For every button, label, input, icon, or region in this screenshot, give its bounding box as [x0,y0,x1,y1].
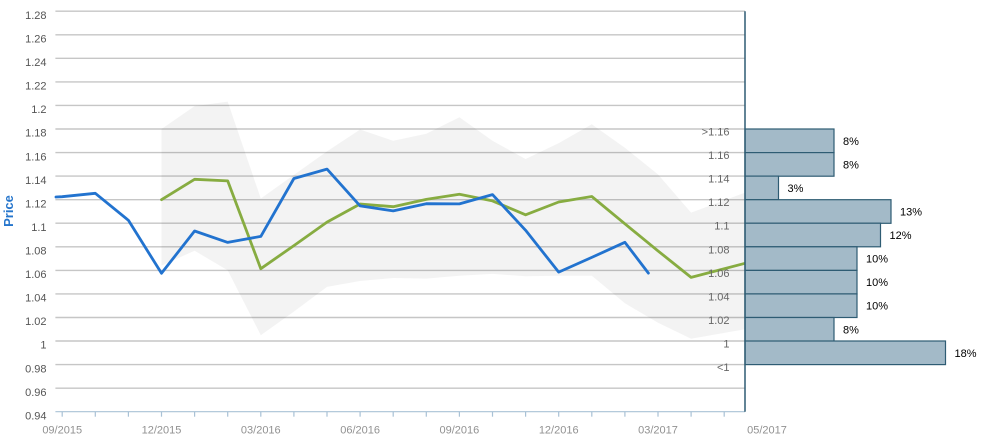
svg-text:1.08: 1.08 [708,244,729,256]
svg-text:10%: 10% [866,254,888,266]
svg-text:0.98: 0.98 [25,363,46,375]
svg-text:1.1: 1.1 [714,221,729,233]
svg-text:1.04: 1.04 [25,293,46,305]
svg-text:1.06: 1.06 [25,269,46,281]
svg-text:1.18: 1.18 [25,128,46,140]
svg-text:1.02: 1.02 [25,316,46,328]
svg-text:12/2016: 12/2016 [539,425,579,437]
svg-text:12/2015: 12/2015 [142,425,182,437]
svg-text:10%: 10% [866,277,888,289]
svg-text:1.22: 1.22 [25,81,46,93]
svg-text:1: 1 [40,340,46,352]
svg-text:13%: 13% [900,207,922,219]
svg-text:Price: Price [1,195,16,227]
svg-text:8%: 8% [843,136,859,148]
svg-text:09/2015: 09/2015 [42,425,82,437]
svg-text:1.14: 1.14 [708,174,729,186]
svg-text:1.16: 1.16 [25,151,46,163]
svg-text:1: 1 [723,339,729,351]
svg-text:18%: 18% [955,348,977,360]
svg-text:10%: 10% [866,301,888,313]
svg-text:0.96: 0.96 [25,387,46,399]
svg-text:03/2016: 03/2016 [241,425,281,437]
svg-text:1.02: 1.02 [708,315,729,327]
svg-text:8%: 8% [843,159,859,171]
svg-text:1.08: 1.08 [25,246,46,258]
svg-text:1.12: 1.12 [25,198,46,210]
svg-text:0.94: 0.94 [25,410,46,422]
svg-text:3%: 3% [788,183,804,195]
svg-text:06/2016: 06/2016 [340,425,380,437]
svg-text:1.16: 1.16 [708,150,729,162]
svg-text:09/2016: 09/2016 [440,425,480,437]
svg-text:1.24: 1.24 [25,57,46,69]
svg-text:12%: 12% [890,230,912,242]
svg-text:1.2: 1.2 [31,104,46,116]
svg-text:1.14: 1.14 [25,175,46,187]
svg-text:<1: <1 [717,362,730,374]
svg-text:1.04: 1.04 [708,291,729,303]
svg-text:1.06: 1.06 [708,268,729,280]
svg-text:>1.16: >1.16 [702,127,730,139]
svg-text:1.28: 1.28 [25,10,46,22]
svg-text:05/2017: 05/2017 [747,425,787,437]
svg-text:03/2017: 03/2017 [638,425,678,437]
svg-text:8%: 8% [843,324,859,336]
svg-text:1.12: 1.12 [708,197,729,209]
svg-text:1.1: 1.1 [31,222,46,234]
svg-text:1.26: 1.26 [25,34,46,46]
